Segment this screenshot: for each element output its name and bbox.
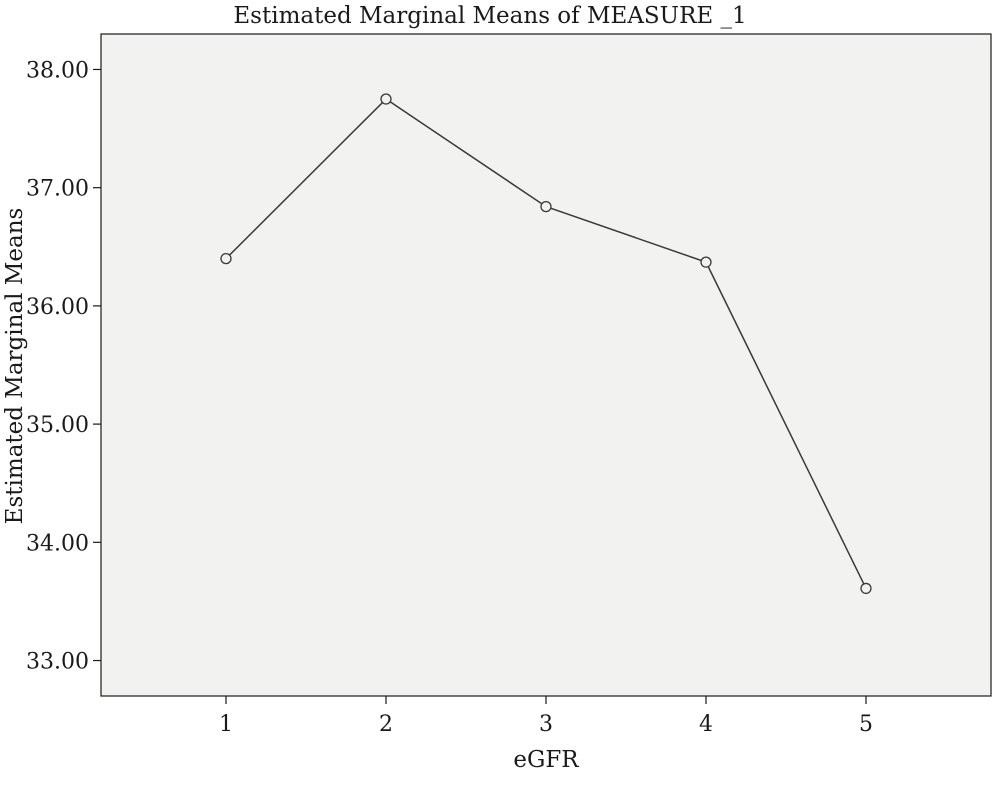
x-tick-label: 3 bbox=[539, 712, 553, 737]
data-point bbox=[380, 93, 392, 105]
y-axis: 33.00 34.00 35.00 36.00 37.00 38.00 bbox=[26, 58, 101, 675]
y-tick-label: 34.00 bbox=[26, 531, 89, 556]
x-tick-label: 4 bbox=[699, 712, 713, 737]
plot-area bbox=[100, 33, 992, 697]
data-point bbox=[540, 200, 552, 213]
data-point bbox=[220, 252, 232, 265]
series-layer bbox=[220, 93, 872, 595]
chart-title: Estimated Marginal Means of MEASURE _1 bbox=[233, 3, 746, 29]
y-axis-label: Estimated Marginal Means bbox=[2, 208, 28, 525]
y-tick-label: 36.00 bbox=[26, 295, 89, 320]
x-axis-label: eGFR bbox=[513, 747, 579, 773]
x-tick-label: 2 bbox=[379, 712, 393, 737]
x-tick-label: 1 bbox=[219, 712, 233, 737]
data-point bbox=[700, 256, 712, 268]
y-tick-label: 37.00 bbox=[26, 177, 89, 202]
y-tick-label: 33.00 bbox=[26, 650, 89, 675]
x-tick-label: 5 bbox=[859, 712, 873, 737]
y-tick-label: 35.00 bbox=[26, 413, 89, 438]
data-point bbox=[860, 582, 872, 595]
y-tick-label: 38.00 bbox=[26, 58, 89, 83]
x-axis: 1 2 3 4 5 bbox=[219, 696, 873, 737]
